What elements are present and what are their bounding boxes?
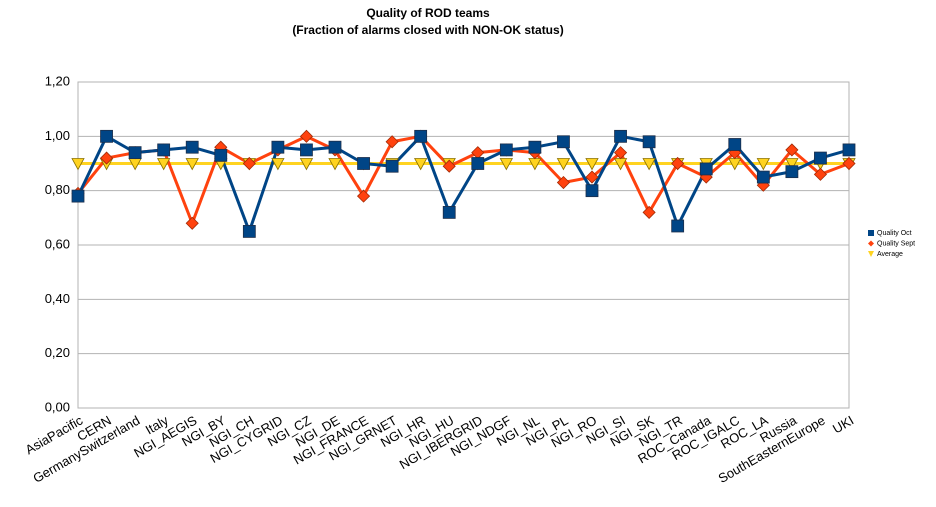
marker — [385, 159, 399, 173]
legend-swatch — [868, 230, 874, 236]
marker — [671, 219, 685, 233]
marker — [442, 205, 456, 219]
marker — [814, 151, 827, 165]
marker — [642, 158, 656, 171]
marker — [528, 140, 542, 154]
marker — [413, 158, 428, 171]
marker — [100, 129, 113, 143]
marker — [357, 157, 370, 170]
series-line — [76, 134, 850, 233]
marker — [471, 157, 485, 170]
marker — [442, 159, 456, 173]
y-tick-label: 0,60 — [45, 236, 70, 251]
marker — [557, 135, 570, 149]
marker — [699, 162, 713, 176]
legend-label: Quality Sept — [877, 240, 915, 247]
marker — [813, 167, 828, 181]
marker — [728, 138, 742, 151]
legend-label: Average — [877, 251, 903, 258]
y-tick-label: 1,00 — [45, 128, 70, 143]
marker — [585, 170, 599, 184]
legend-label: Quality Oct — [877, 230, 912, 237]
marker — [642, 205, 656, 219]
marker — [385, 135, 399, 149]
marker — [842, 143, 856, 157]
y-tick-label: 0,40 — [45, 291, 70, 306]
marker — [214, 148, 228, 162]
marker — [785, 165, 799, 179]
marker — [414, 129, 428, 143]
y-tick-label: 0,20 — [45, 345, 70, 360]
marker — [128, 146, 142, 160]
marker — [328, 140, 342, 154]
x-tick-label: UKI — [830, 413, 856, 437]
marker — [71, 189, 85, 203]
marker — [556, 158, 571, 171]
marker — [185, 158, 199, 171]
marker — [756, 170, 770, 184]
marker — [185, 140, 199, 154]
chart-title: Quality of ROD teams — [366, 6, 490, 20]
marker — [785, 143, 799, 157]
marker — [271, 158, 285, 171]
marker — [99, 151, 114, 165]
marker — [242, 225, 256, 238]
marker — [756, 158, 771, 171]
chart-subtitle: (Fraction of alarms closed with NON-OK s… — [292, 23, 563, 37]
marker — [242, 156, 256, 171]
marker — [614, 129, 627, 143]
marker — [671, 156, 685, 171]
marker — [299, 158, 314, 171]
marker — [642, 135, 656, 149]
marker — [157, 143, 171, 157]
marker — [471, 146, 485, 160]
legend-swatch — [868, 240, 874, 247]
marker — [499, 143, 513, 157]
marker — [613, 146, 628, 160]
marker — [356, 189, 371, 203]
y-tick-label: 0,00 — [45, 399, 70, 414]
marker — [499, 158, 514, 171]
marker — [185, 216, 199, 230]
y-tick-label: 1,20 — [45, 73, 70, 88]
marker — [556, 175, 571, 190]
marker — [156, 158, 171, 171]
marker — [271, 140, 285, 154]
marker — [785, 158, 799, 171]
marker — [71, 158, 85, 171]
marker — [842, 156, 856, 171]
marker — [299, 129, 314, 143]
marker — [328, 158, 342, 171]
marker — [585, 158, 599, 171]
plot-border — [77, 81, 850, 409]
y-tick-label: 0,80 — [45, 182, 70, 197]
series-line — [76, 134, 850, 225]
marker — [585, 184, 599, 198]
marker — [300, 143, 313, 157]
legend-swatch — [868, 251, 874, 257]
